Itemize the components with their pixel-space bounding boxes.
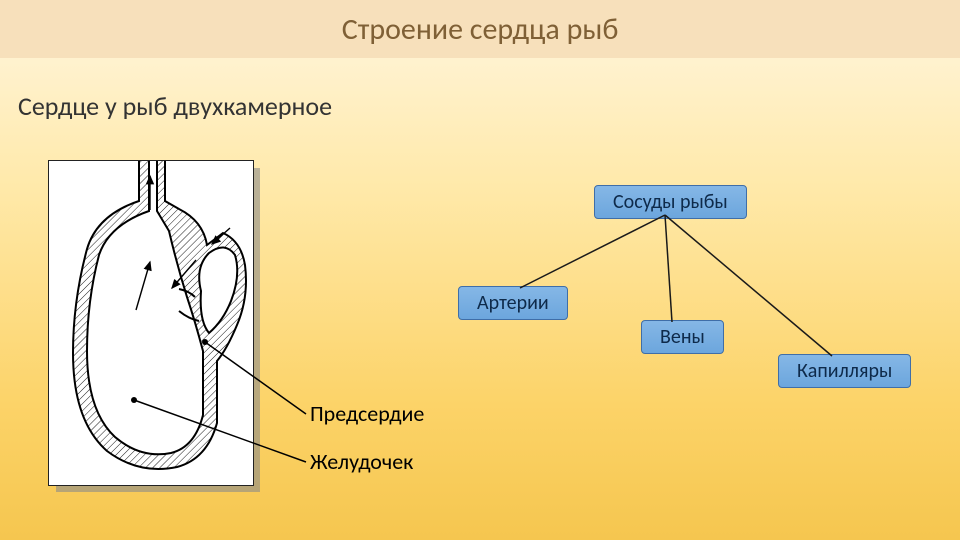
tree-node-capillaries: Капилляры [778,354,911,388]
heart-figure [48,160,268,500]
figure-box [48,160,254,486]
title-band: Строение сердца рыб [0,0,960,58]
tree-node-root: Сосуды рыбы [594,185,747,219]
tree-node-arteries: Артерии [458,286,568,320]
label-ventricle: Желудочек [310,448,413,475]
slide-title: Строение сердца рыб [342,11,619,48]
slide: Строение сердца рыб Сердце у рыб двухкам… [0,0,960,540]
subtitle-text: Сердце у рыб двухкамерное [18,90,332,122]
heart-svg [49,161,253,485]
label-atrium: Предсердие [310,400,424,427]
tree-node-veins: Вены [641,320,724,354]
